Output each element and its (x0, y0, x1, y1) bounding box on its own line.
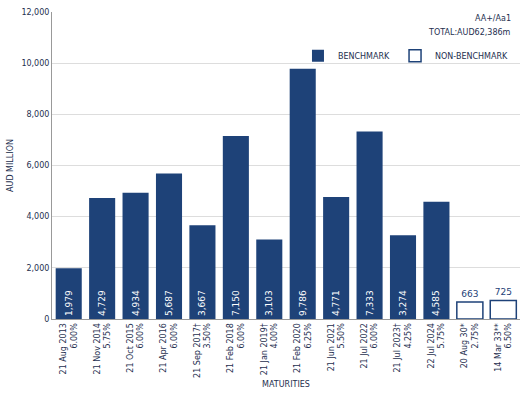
svg-text:2,000: 2,000 (26, 264, 49, 273)
svg-text:TOTAL:AUD62,386m: TOTAL:AUD62,386m (428, 28, 511, 37)
svg-text:10,000: 10,000 (21, 59, 49, 68)
svg-text:8,000: 8,000 (26, 110, 49, 119)
svg-text:21 Jan 2019†4.00%: 21 Jan 2019†4.00% (260, 323, 279, 375)
svg-text:9,786: 9,786 (298, 290, 308, 316)
svg-text:21 Jul 2023†4.25%: 21 Jul 2023†4.25% (393, 323, 412, 373)
svg-text:5,687: 5,687 (164, 290, 174, 316)
svg-text:4,585: 4,585 (431, 290, 441, 316)
svg-text:21 Feb 20206.25%: 21 Feb 20206.25% (293, 323, 312, 373)
svg-text:21 Aug 20136.00%: 21 Aug 20136.00% (59, 323, 78, 375)
svg-text:MATURITIES: MATURITIES (262, 380, 310, 389)
svg-text:3,274: 3,274 (398, 290, 408, 316)
svg-text:4,934: 4,934 (131, 290, 141, 316)
svg-text:663: 663 (461, 289, 478, 299)
svg-text:4,729: 4,729 (97, 290, 107, 316)
svg-text:4,000: 4,000 (26, 212, 49, 221)
svg-text:21 Sep 2017†3.50%: 21 Sep 2017†3.50% (193, 323, 212, 378)
svg-text:21 Oct 20156.00%: 21 Oct 20156.00% (126, 323, 145, 373)
svg-text:7,150: 7,150 (231, 290, 241, 316)
svg-text:22 Jul 20245.75%: 22 Jul 20245.75% (427, 323, 446, 369)
svg-text:3,667: 3,667 (197, 290, 207, 316)
svg-text:BENCHMARK: BENCHMARK (338, 52, 390, 61)
svg-text:21 Jun 20215.50%: 21 Jun 20215.50% (327, 323, 346, 372)
svg-text:21 Jul 20226.00%: 21 Jul 20226.00% (360, 323, 379, 369)
svg-text:725: 725 (495, 287, 512, 297)
svg-text:7,333: 7,333 (365, 290, 375, 316)
svg-text:21 Apr 20166.00%: 21 Apr 20166.00% (159, 323, 178, 373)
svg-text:4,771: 4,771 (331, 290, 341, 316)
svg-text:12,000: 12,000 (21, 8, 49, 17)
svg-text:AUD MILLION: AUD MILLION (6, 139, 15, 192)
svg-text:1,979: 1,979 (64, 290, 74, 316)
svg-text:20 Aug 30*2.75%: 20 Aug 30*2.75% (460, 323, 479, 368)
svg-text:AA+/Aa1: AA+/Aa1 (475, 14, 511, 23)
svg-text:14 Mar 33**6.50%: 14 Mar 33**6.50% (494, 323, 513, 372)
svg-text:21 Feb 20186.00%: 21 Feb 20186.00% (226, 323, 245, 373)
svg-text:6,000: 6,000 (26, 161, 49, 170)
svg-text:3,103: 3,103 (264, 290, 274, 316)
svg-text:NON-BENCHMARK: NON-BENCHMARK (435, 52, 508, 61)
svg-text:21 Nov 20145.75%: 21 Nov 20145.75% (93, 323, 112, 375)
svg-text:0: 0 (44, 315, 49, 324)
